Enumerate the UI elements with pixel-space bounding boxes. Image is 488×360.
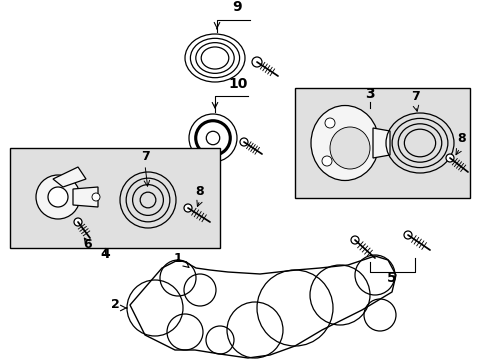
Circle shape xyxy=(48,187,68,207)
Circle shape xyxy=(321,156,331,166)
Text: 9: 9 xyxy=(232,0,242,14)
Circle shape xyxy=(92,193,100,201)
Text: 1: 1 xyxy=(173,252,182,265)
Ellipse shape xyxy=(310,105,378,180)
FancyBboxPatch shape xyxy=(10,148,220,248)
Text: 6: 6 xyxy=(83,238,92,251)
Ellipse shape xyxy=(329,127,369,169)
Text: 7: 7 xyxy=(410,90,419,103)
Circle shape xyxy=(445,154,453,162)
Circle shape xyxy=(183,204,192,212)
Circle shape xyxy=(403,231,411,239)
Circle shape xyxy=(74,218,82,226)
FancyBboxPatch shape xyxy=(294,88,469,198)
Circle shape xyxy=(251,57,262,67)
Text: 3: 3 xyxy=(365,87,374,101)
Text: 4: 4 xyxy=(100,247,110,261)
Text: 7: 7 xyxy=(141,150,149,163)
Text: 8: 8 xyxy=(457,132,466,145)
Circle shape xyxy=(240,138,247,146)
Text: 2: 2 xyxy=(111,298,120,311)
Polygon shape xyxy=(372,128,389,158)
Circle shape xyxy=(36,175,80,219)
Circle shape xyxy=(325,118,334,128)
Polygon shape xyxy=(73,187,98,207)
Text: 8: 8 xyxy=(195,185,204,198)
Circle shape xyxy=(350,236,358,244)
Text: 5: 5 xyxy=(386,271,396,285)
Text: 10: 10 xyxy=(228,77,247,91)
Polygon shape xyxy=(53,167,86,187)
